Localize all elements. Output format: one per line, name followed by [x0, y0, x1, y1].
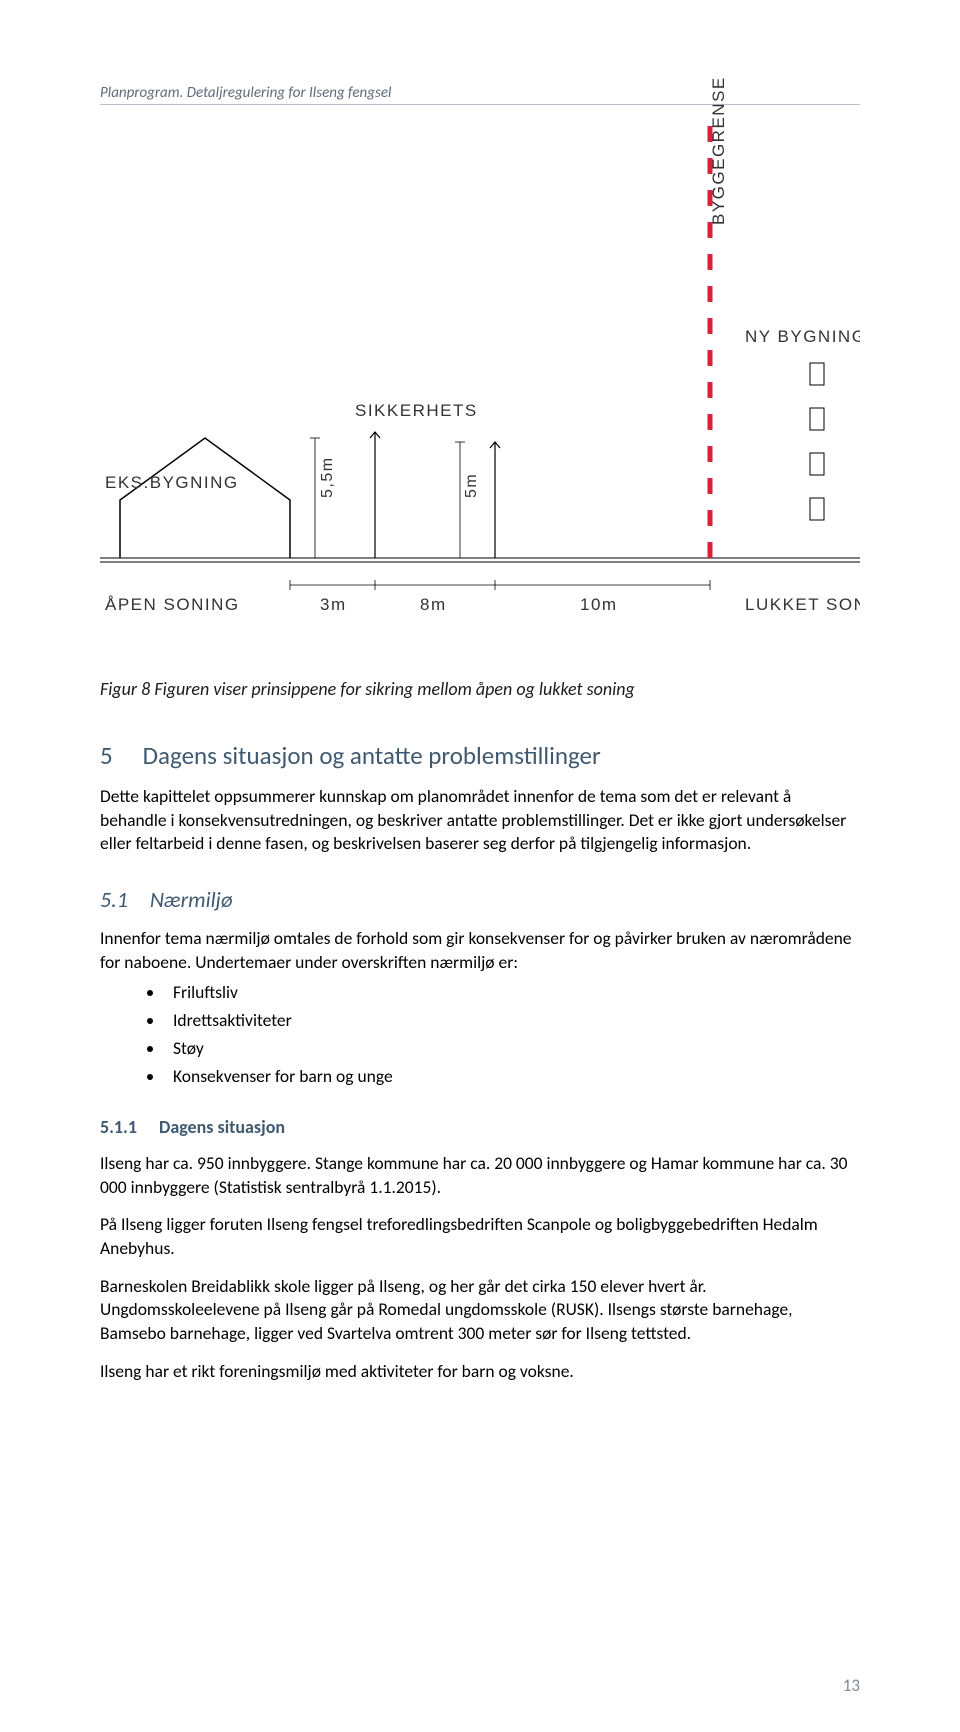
list-item: Friluftsliv — [165, 978, 860, 1006]
section-5-1-1-num: 5.1.1 — [100, 1116, 137, 1138]
list-item: Konsekvenser for barn og unge — [165, 1062, 860, 1090]
page-number: 13 — [843, 1675, 860, 1696]
section-5-1-heading: 5.1 Nærmiljø — [100, 886, 860, 913]
diagram-svg: 5,5m 5m 3m 8m 10m ÅPEN SONING LUKKET SON… — [100, 70, 860, 670]
dim-10m: 10m — [580, 595, 618, 614]
section-5-1-1-title: Dagens situasjon — [159, 1116, 285, 1138]
list-item: Støy — [165, 1034, 860, 1062]
dim-8m: 8m — [420, 595, 447, 614]
list-item: Idrettsaktiviteter — [165, 1006, 860, 1034]
dim-5-5m: 5,5m — [319, 456, 336, 498]
section-5-title: Dagens situasjon og antatte problemstill… — [143, 740, 601, 771]
section-5-1-title: Nærmiljø — [150, 886, 233, 913]
para-2: På Ilseng ligger foruten Ilseng fengsel … — [100, 1213, 860, 1260]
section-5-1-intro: Innenfor tema nærmiljø omtales de forhol… — [100, 927, 860, 974]
dim-3m: 3m — [320, 595, 347, 614]
lukket-soning-label: LUKKET SONING — [745, 595, 860, 614]
dim-5m: 5m — [463, 473, 480, 498]
para-4: Ilseng har et rikt foreningsmiljø med ak… — [100, 1360, 860, 1384]
section-5-intro: Dette kapittelet oppsummerer kunnskap om… — [100, 785, 860, 856]
ny-bygning-label: NY BYGNING — [745, 327, 860, 346]
eks-bygning-label: EKS.BYGNING — [105, 473, 239, 492]
section-5-1-1-heading: 5.1.1 Dagens situasjon — [100, 1116, 860, 1138]
byggegrense-label: BYGGEGRENSE — [709, 76, 728, 225]
figure-caption: Figur 8 Figuren viser prinsippene for si… — [100, 678, 860, 700]
section-5-heading: 5 Dagens situasjon og antatte problemsti… — [100, 740, 860, 771]
para-3: Barneskolen Breidablikk skole ligger på … — [100, 1275, 860, 1346]
figure-text: Figuren viser prinsippene for sikring me… — [150, 678, 635, 700]
section-5-1-num: 5.1 — [100, 886, 128, 913]
sikkerhets-label: SIKKERHETS — [355, 401, 478, 420]
section-5-num: 5 — [100, 740, 113, 771]
bullet-list: Friluftsliv Idrettsaktiviteter Støy Kons… — [100, 978, 860, 1090]
para-1: Ilseng har ca. 950 innbyggere. Stange ko… — [100, 1152, 860, 1199]
figure-label: Figur 8 — [100, 678, 150, 700]
apen-soning-label: ÅPEN SONING — [105, 595, 240, 614]
figure-8-diagram: 5,5m 5m 3m 8m 10m ÅPEN SONING LUKKET SON… — [100, 70, 860, 670]
